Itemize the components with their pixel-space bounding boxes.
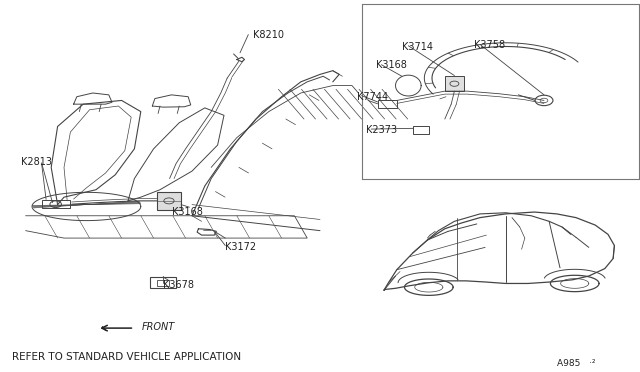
Text: A985   ·²: A985 ·² [557,359,595,368]
Text: K3758: K3758 [474,40,505,49]
Bar [445,76,464,91]
Text: K8210: K8210 [253,31,284,40]
Text: REFER TO STANDARD VEHICLE APPLICATION: REFER TO STANDARD VEHICLE APPLICATION [12,352,241,362]
Bar [157,192,181,210]
Bar [378,100,397,108]
Text: K7744: K7744 [357,92,388,102]
Text: K3714: K3714 [402,42,433,51]
Bar [42,200,70,208]
Bar [413,126,429,134]
Text: K3172: K3172 [225,243,257,252]
Text: K3168: K3168 [172,207,202,217]
Bar [150,277,176,288]
Text: K3168: K3168 [376,60,406,70]
Bar [157,280,169,286]
Text: K3678: K3678 [163,280,194,289]
Text: K2373: K2373 [366,125,397,135]
Text: FRONT: FRONT [142,323,175,332]
Text: K2813: K2813 [21,157,52,167]
